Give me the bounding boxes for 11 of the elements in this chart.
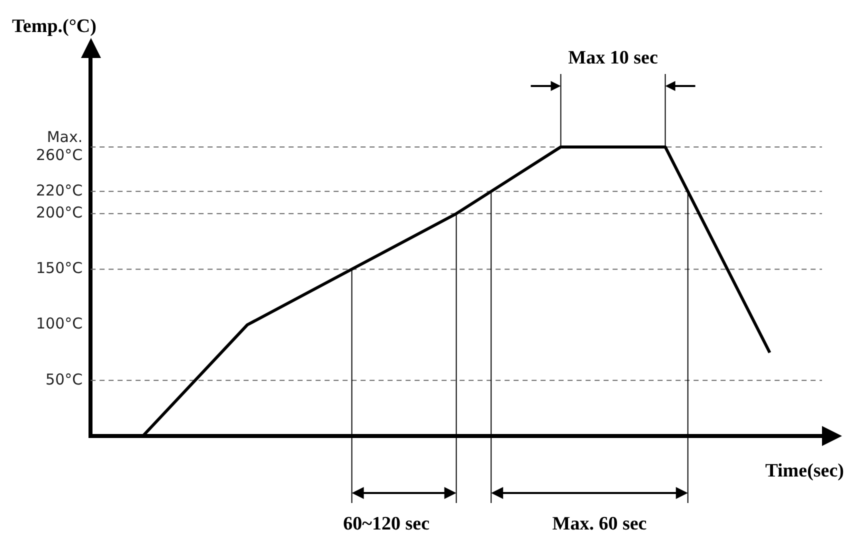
y-tick-label: 220°C bbox=[36, 181, 83, 200]
y-axis-title: Temp.(°C) bbox=[12, 16, 96, 37]
text: Max. 60 sec bbox=[552, 513, 647, 534]
y-tick-label: 100°C bbox=[36, 314, 83, 333]
annotation: Max 10 sec bbox=[568, 47, 658, 68]
y-tick-label: 200°C bbox=[36, 204, 83, 222]
y-tick-label: Max. 260°C bbox=[36, 128, 83, 164]
text: 60~120 sec bbox=[343, 513, 430, 534]
y-tick-label: 50°C bbox=[46, 370, 83, 388]
y-tick-label: 150°C bbox=[36, 259, 83, 278]
x-axis-title: Time(sec) bbox=[765, 460, 844, 482]
